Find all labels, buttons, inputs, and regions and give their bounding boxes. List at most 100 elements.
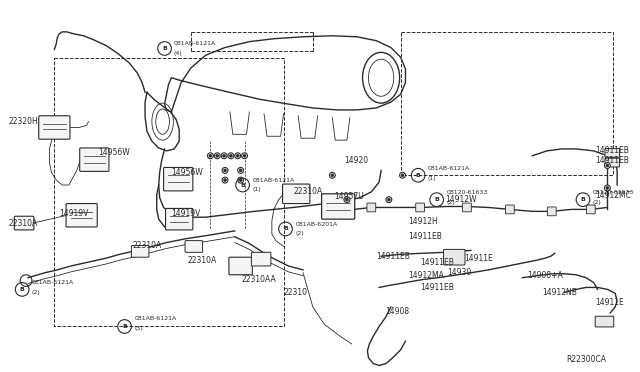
Text: 14912MC: 14912MC	[596, 191, 632, 200]
Text: (2): (2)	[32, 290, 41, 295]
Text: 22320H: 22320H	[8, 117, 38, 126]
Text: 14912MA: 14912MA	[408, 271, 444, 280]
Text: B: B	[580, 197, 586, 202]
Circle shape	[237, 177, 244, 183]
Circle shape	[229, 154, 232, 157]
Circle shape	[606, 186, 609, 189]
Circle shape	[606, 164, 609, 167]
Text: 14919V: 14919V	[172, 209, 201, 218]
Text: (2): (2)	[295, 231, 304, 236]
Text: 14912W: 14912W	[445, 195, 477, 204]
FancyBboxPatch shape	[14, 216, 34, 230]
Circle shape	[207, 153, 213, 159]
Circle shape	[344, 197, 350, 203]
Text: 14908+A: 14908+A	[527, 271, 563, 280]
Text: 081AB-6121A: 081AB-6121A	[173, 41, 216, 46]
Circle shape	[243, 154, 246, 157]
Text: 14956W: 14956W	[172, 168, 203, 177]
Circle shape	[214, 153, 220, 159]
FancyBboxPatch shape	[444, 249, 465, 265]
Circle shape	[401, 174, 404, 177]
Circle shape	[239, 179, 242, 182]
Circle shape	[235, 153, 241, 159]
Text: 081AB-6121A: 081AB-6121A	[428, 166, 470, 171]
Text: 14957U: 14957U	[334, 192, 364, 201]
FancyBboxPatch shape	[252, 252, 271, 266]
Text: (2): (2)	[447, 200, 455, 205]
Text: 08120-61633: 08120-61633	[593, 190, 634, 195]
FancyBboxPatch shape	[185, 241, 203, 252]
Circle shape	[387, 198, 390, 201]
Text: 14911EB: 14911EB	[408, 232, 442, 241]
Circle shape	[222, 167, 228, 173]
Circle shape	[209, 154, 212, 157]
Circle shape	[221, 153, 227, 159]
FancyBboxPatch shape	[164, 167, 193, 191]
Text: 14911EB: 14911EB	[376, 252, 410, 261]
Text: 14939: 14939	[447, 268, 472, 277]
Text: B: B	[162, 46, 167, 51]
Circle shape	[346, 198, 348, 201]
Text: R22300CA: R22300CA	[566, 355, 607, 364]
FancyBboxPatch shape	[547, 207, 556, 216]
Text: B: B	[283, 227, 288, 231]
FancyBboxPatch shape	[605, 158, 620, 167]
Text: 14911E: 14911E	[464, 254, 493, 263]
Text: 14920: 14920	[344, 156, 368, 165]
FancyBboxPatch shape	[595, 316, 614, 327]
FancyBboxPatch shape	[283, 184, 310, 203]
FancyBboxPatch shape	[586, 205, 595, 214]
Circle shape	[222, 177, 228, 183]
Text: 14919V: 14919V	[60, 209, 88, 218]
Circle shape	[223, 179, 227, 182]
Text: 14911EB: 14911EB	[420, 283, 454, 292]
Text: 081AB-6201A: 081AB-6201A	[295, 222, 337, 227]
Text: 081AB-6121A: 081AB-6121A	[134, 316, 177, 321]
Text: (4): (4)	[173, 51, 182, 56]
Text: B: B	[435, 197, 439, 202]
Text: (3): (3)	[134, 326, 143, 331]
Circle shape	[330, 172, 335, 178]
FancyBboxPatch shape	[605, 148, 620, 157]
Text: B: B	[416, 173, 420, 178]
FancyBboxPatch shape	[131, 246, 149, 257]
FancyBboxPatch shape	[506, 205, 514, 214]
Circle shape	[386, 197, 392, 203]
Text: 14912H: 14912H	[408, 217, 438, 225]
Circle shape	[223, 154, 225, 157]
Text: (2): (2)	[593, 200, 602, 205]
Text: 081AB-6121A: 081AB-6121A	[32, 280, 74, 285]
Text: B: B	[122, 324, 127, 329]
FancyBboxPatch shape	[416, 203, 424, 212]
Circle shape	[236, 154, 239, 157]
Text: (1): (1)	[428, 176, 436, 181]
Text: (1): (1)	[252, 187, 261, 192]
Text: 14911E: 14911E	[596, 298, 625, 307]
Circle shape	[331, 174, 334, 177]
Circle shape	[223, 169, 227, 172]
Text: B: B	[20, 287, 24, 292]
FancyBboxPatch shape	[367, 203, 376, 212]
Circle shape	[604, 163, 611, 169]
Text: 22310: 22310	[284, 288, 308, 297]
Circle shape	[228, 153, 234, 159]
Circle shape	[216, 154, 219, 157]
Circle shape	[399, 172, 406, 178]
FancyBboxPatch shape	[229, 257, 252, 275]
Text: 14908: 14908	[385, 307, 409, 316]
Circle shape	[242, 153, 248, 159]
Text: 14912NB: 14912NB	[542, 288, 577, 297]
Text: 08120-61633: 08120-61633	[447, 190, 488, 195]
Text: 081AB-6121A: 081AB-6121A	[252, 178, 294, 183]
Text: 14911EB: 14911EB	[596, 156, 630, 165]
Text: 22310AA: 22310AA	[242, 275, 276, 284]
FancyBboxPatch shape	[166, 208, 193, 230]
Circle shape	[239, 169, 242, 172]
FancyBboxPatch shape	[463, 203, 471, 212]
Text: 14911EB: 14911EB	[596, 147, 630, 155]
Circle shape	[237, 167, 244, 173]
Text: 22310A: 22310A	[132, 241, 162, 250]
Text: B: B	[240, 183, 245, 187]
FancyBboxPatch shape	[80, 148, 109, 171]
Text: 14956W: 14956W	[98, 148, 130, 157]
